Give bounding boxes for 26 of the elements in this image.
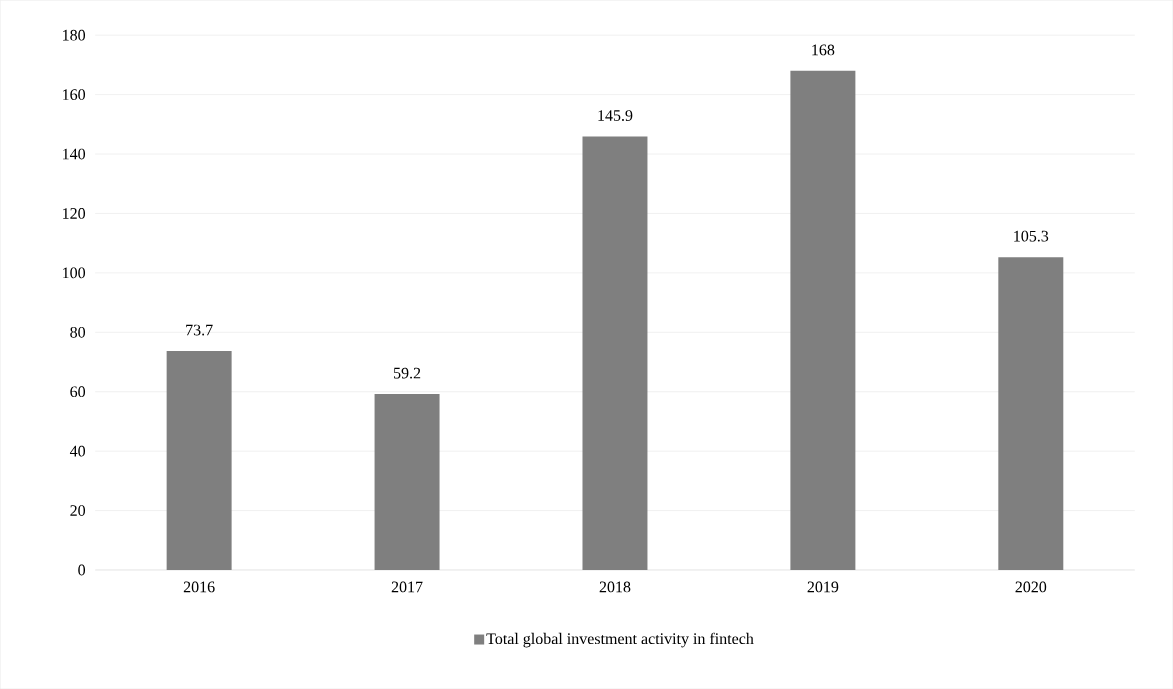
- y-tick-label: 160: [63, 89, 86, 100]
- y-tick-label: 60: [70, 386, 86, 398]
- y-tick-label: 120: [63, 207, 86, 219]
- x-tick-label: 2017: [391, 581, 423, 593]
- x-tick-label: 2020: [1015, 581, 1047, 593]
- bar: [582, 136, 648, 570]
- y-tick-label: 80: [70, 326, 86, 338]
- x-tick-label: 2016: [183, 581, 215, 593]
- x-tick-label: 2019: [807, 581, 839, 593]
- data-label: 73.7: [186, 324, 213, 336]
- data-label: 145.9: [598, 110, 633, 121]
- bar: [166, 350, 232, 570]
- data-label: 59.2: [394, 367, 421, 379]
- y-tick-label: 20: [70, 505, 86, 516]
- bar: [374, 394, 440, 570]
- y-tick-label: 100: [63, 267, 86, 279]
- x-tick-label: 2018: [599, 581, 631, 593]
- data-label: 168: [812, 44, 835, 56]
- bar: [790, 70, 856, 570]
- bar: [998, 257, 1064, 570]
- legend-label: Total global investment activity in fintech: [486, 632, 754, 648]
- y-tick-label: 180: [63, 29, 86, 41]
- y-tick-label: 40: [69, 445, 86, 457]
- y-tick-label: 140: [63, 148, 86, 160]
- y-tick-label: 0: [78, 564, 86, 576]
- data-label: 105.3: [1014, 230, 1049, 242]
